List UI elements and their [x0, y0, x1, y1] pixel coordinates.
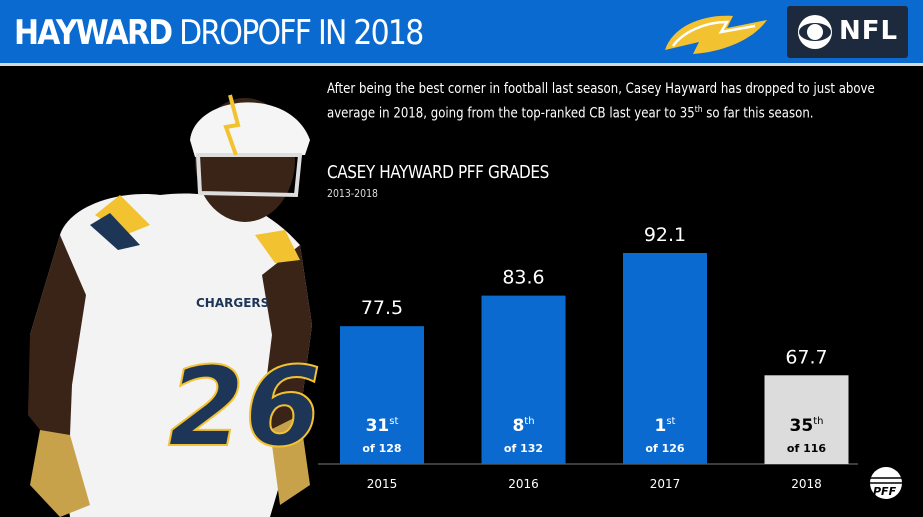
nfl-text: NFL — [839, 16, 899, 46]
rank-of-2017: of 126 — [645, 442, 684, 455]
value-label-2016: 83.6 — [502, 267, 544, 289]
pff-logo: PFF — [870, 467, 902, 499]
jersey-text: CHARGERS — [196, 296, 269, 310]
rank-label-2016: 8th — [512, 416, 534, 436]
rank-label-2018: 35th — [790, 416, 824, 436]
intro-text: After being the best corner in football … — [327, 81, 875, 122]
x-tick-2016: 2016 — [508, 477, 539, 491]
cbs-eye-icon — [798, 15, 832, 49]
x-tick-2017: 2017 — [650, 477, 681, 491]
x-tick-2018: 2018 — [791, 477, 822, 491]
rank-of-2015: of 128 — [362, 442, 401, 455]
value-label-2017: 92.1 — [644, 224, 686, 246]
bar-2016 — [481, 295, 566, 464]
value-label-2018: 67.7 — [785, 346, 827, 368]
chart-subtitle: 2013-2018 — [327, 187, 378, 200]
header-bar: HAYWARD DROPOFF IN 2018 NFL — [0, 0, 923, 66]
rank-of-2016: of 132 — [504, 442, 543, 455]
bar-2015 — [340, 326, 424, 464]
x-tick-2015: 2015 — [367, 477, 398, 491]
rank-label-2017: 1st — [655, 416, 676, 436]
rank-label-2015: 31st — [366, 416, 399, 436]
value-label-2015: 77.5 — [361, 297, 403, 319]
chart-title: CASEY HAYWARD PFF GRADES — [327, 162, 549, 183]
bar-2018 — [764, 375, 849, 464]
chargers-bolt-icon — [665, 15, 767, 54]
rank-of-2018: of 116 — [787, 442, 826, 455]
svg-text:PFF: PFF — [873, 485, 897, 498]
player-image: CHARGERS 26 — [28, 94, 322, 517]
page-title: HAYWARD DROPOFF IN 2018 — [14, 13, 424, 53]
jersey-number: 26 — [168, 343, 321, 471]
bar-2017 — [623, 253, 707, 464]
cbs-nfl-logo: NFL — [787, 6, 908, 58]
